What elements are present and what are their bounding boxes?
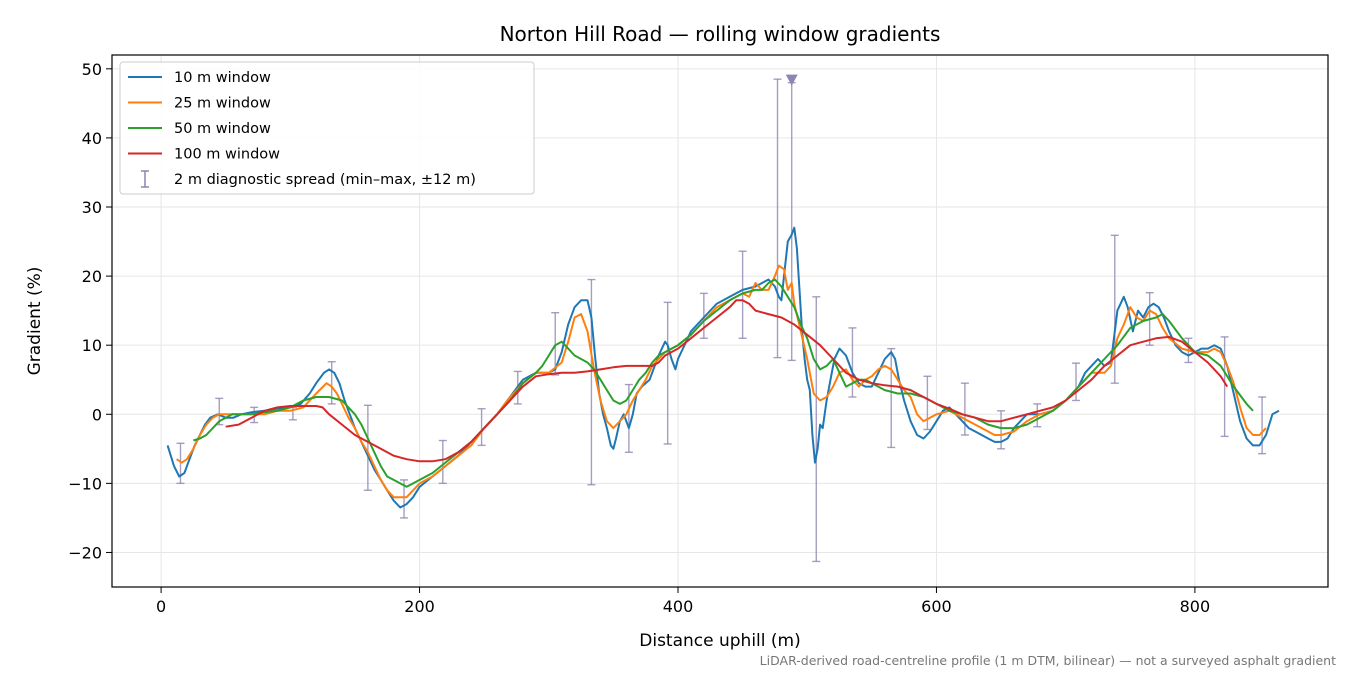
series-line-100-m-window	[225, 299, 1229, 463]
series-line-50-m-window	[193, 278, 1254, 488]
y-tick-label: 30	[82, 198, 102, 217]
x-tick-label: 0	[156, 597, 166, 616]
y-tick-label: 50	[82, 60, 102, 79]
errorbar-group	[176, 78, 1267, 563]
peak-marker-group	[785, 74, 798, 86]
legend-label: 100 m window	[174, 147, 280, 163]
peak-marker-triangle	[785, 74, 798, 86]
y-tick-label: 0	[92, 405, 102, 424]
legend-box	[119, 61, 535, 195]
plot-frame	[111, 54, 1329, 588]
y-tick-label: −20	[68, 543, 102, 562]
y-tick-label: 20	[82, 267, 102, 286]
x-tick-label: 600	[921, 597, 952, 616]
legend-label: 25 m window	[174, 96, 271, 112]
axis-ticks: 0 200 400 600 800 −20 −10 0 10 20 30 40 50	[68, 60, 1210, 616]
grid	[112, 55, 1328, 587]
footnote: LiDAR-derived road-centreline profile (1…	[760, 653, 1336, 668]
y-axis-title: Gradient (%)	[25, 267, 45, 376]
legend-label: 50 m window	[174, 121, 271, 137]
x-tick-label: 200	[404, 597, 435, 616]
x-tick-label: 800	[1180, 597, 1211, 616]
x-tick-label: 400	[663, 597, 694, 616]
y-tick-label: 10	[82, 336, 102, 355]
chart-title: Norton Hill Road — rolling window gradie…	[500, 22, 941, 46]
legend-label: 10 m window	[174, 70, 271, 86]
legend-label: 2 m diagnostic spread (min–max, ±12 m)	[174, 172, 476, 188]
x-axis-title: Distance uphill (m)	[639, 631, 800, 651]
legend: 10 m window 25 m window 50 m window 100 m w…	[119, 61, 535, 195]
y-tick-label: −10	[68, 474, 102, 493]
series-lines	[166, 226, 1280, 509]
y-tick-label: 40	[82, 129, 102, 148]
